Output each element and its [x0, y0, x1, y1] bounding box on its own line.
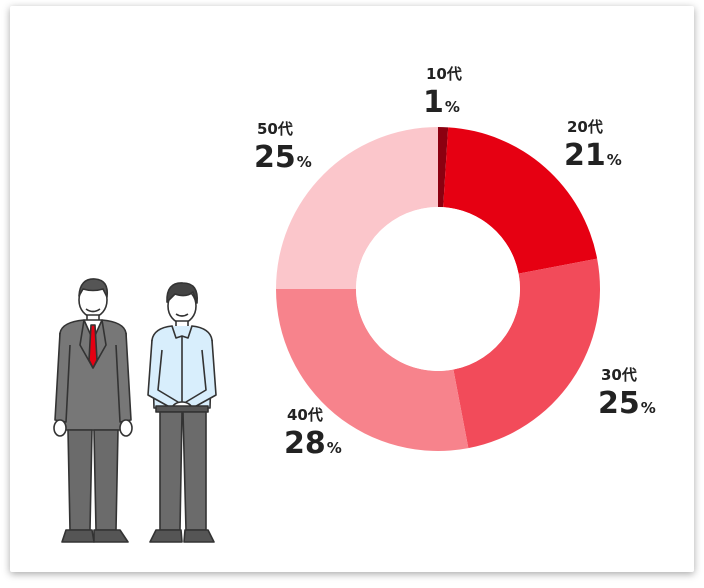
slice-value-3: 25% [598, 386, 656, 421]
businessman-in-suit-icon [53, 278, 133, 543]
slice-value-4: 28% [284, 426, 342, 461]
donut-hole [356, 207, 520, 371]
slice-label-4: 40代 [287, 406, 323, 424]
donut-slice-4 [276, 289, 469, 451]
donut-slice-1 [438, 127, 449, 208]
slice-label-5: 50代 [257, 120, 293, 138]
slice-value-2: 21% [564, 138, 622, 173]
slice-label-2: 20代 [567, 118, 603, 136]
donut-slice-2 [443, 127, 598, 274]
slice-value-1: 1% [423, 85, 460, 120]
donut-labels: 10代 1% 20代 21% 30代 25% 40代 28% 50代 25% [254, 65, 656, 461]
donut-slice-5 [276, 127, 438, 289]
slice-label-1: 10代 [426, 65, 462, 83]
young-man-in-shirt-icon [147, 282, 217, 543]
slice-value-5: 25% [254, 140, 312, 175]
donut-chart [276, 127, 601, 451]
donut-slice-3 [453, 258, 601, 449]
slice-label-3: 30代 [601, 366, 637, 384]
